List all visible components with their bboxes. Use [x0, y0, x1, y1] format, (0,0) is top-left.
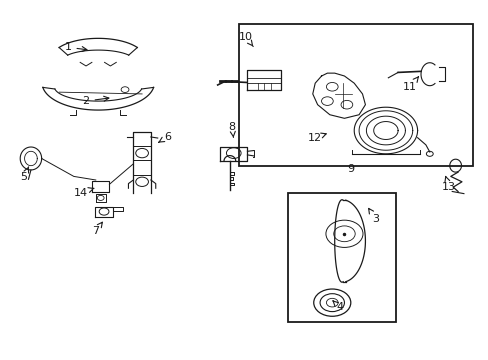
Text: 10: 10 [238, 32, 253, 46]
Bar [288, 193, 395, 321]
Text: 7: 7 [92, 222, 102, 236]
Bar [238, 24, 472, 166]
Text: 12: 12 [307, 133, 325, 143]
Text: 14: 14 [74, 188, 94, 198]
Text: 13: 13 [441, 176, 455, 192]
Text: 1: 1 [64, 42, 87, 52]
Text: 9: 9 [346, 163, 354, 174]
Text: 11: 11 [403, 77, 418, 92]
Text: 3: 3 [368, 208, 379, 224]
Text: 6: 6 [159, 132, 171, 142]
Text: 2: 2 [82, 96, 109, 106]
Text: 8: 8 [228, 122, 235, 138]
Text: 4: 4 [332, 301, 343, 312]
Text: 5: 5 [20, 167, 29, 182]
